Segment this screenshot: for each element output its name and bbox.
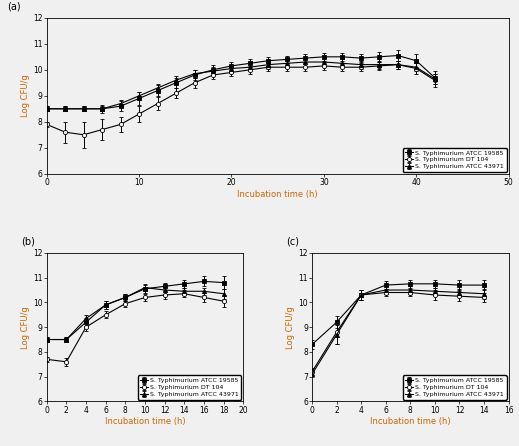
Y-axis label: Log CFU/g: Log CFU/g bbox=[21, 306, 30, 348]
Legend: S. Typhimurium ATCC 19585, S. Typhimurium DT 104, S. Typhimurium ATCC 43971: S. Typhimurium ATCC 19585, S. Typhimuriu… bbox=[403, 375, 507, 400]
Legend: S. Typhimurium ATCC 19585, S. Typhimurium DT 104, S. Typhimurium ATCC 43971: S. Typhimurium ATCC 19585, S. Typhimuriu… bbox=[403, 148, 507, 172]
Legend: S. Typhimurium ATCC 19585, S. Typhimurium DT 104, S. Typhimurium ATCC 43971: S. Typhimurium ATCC 19585, S. Typhimuriu… bbox=[138, 375, 241, 400]
X-axis label: Incubation time (h): Incubation time (h) bbox=[237, 190, 318, 199]
Text: (a): (a) bbox=[7, 2, 21, 12]
Y-axis label: Log CFU/g: Log CFU/g bbox=[286, 306, 295, 348]
Text: (b): (b) bbox=[21, 237, 35, 247]
X-axis label: Incubation time (h): Incubation time (h) bbox=[105, 417, 185, 426]
X-axis label: Incubation time (h): Incubation time (h) bbox=[370, 417, 450, 426]
Text: (c): (c) bbox=[286, 237, 299, 247]
Y-axis label: Log CFU/g: Log CFU/g bbox=[21, 74, 30, 117]
